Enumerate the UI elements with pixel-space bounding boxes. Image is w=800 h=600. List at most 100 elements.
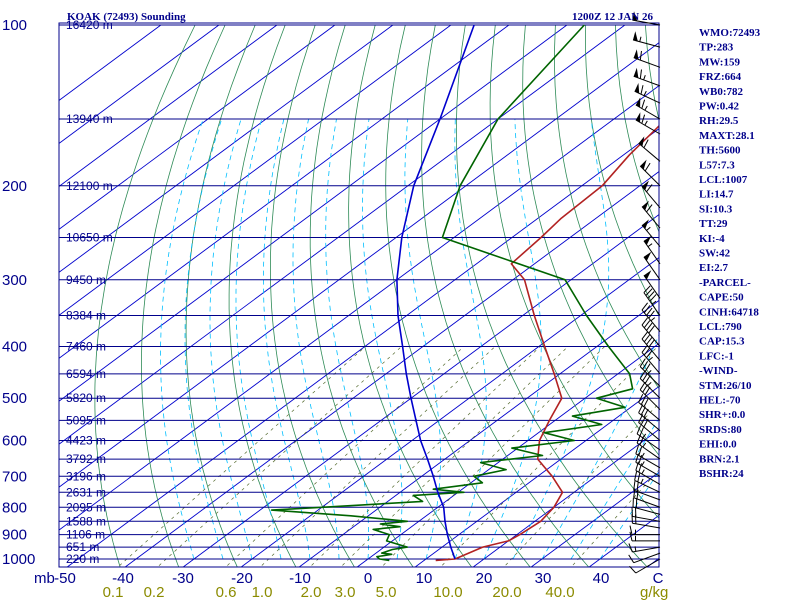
dry-adiabat-line [228,24,297,567]
moist-adiabat-line [235,118,282,560]
mixing-ratio-label: 0.2 [144,584,165,600]
wind-barb-pennant [642,219,649,229]
wind-barb [641,317,661,347]
wind-barb [634,471,661,493]
height-label: 8384 m [66,309,106,323]
dry-adiabat-line [309,24,414,567]
wind-barb-full [636,482,639,492]
wind-barb-half [648,356,653,361]
wind-barb [639,159,661,187]
wind-barb-pennant [635,112,641,123]
wind-barb-full [639,69,642,79]
wind-barb-full [639,358,646,367]
wind-barb-staff [639,378,661,399]
sounding-time: 1200Z 12 JAN 26 [572,11,653,23]
wind-barb [635,112,661,135]
isotherm-line [59,24,336,230]
mixing-ratio-label: 2.0 [301,584,322,600]
wind-barb-staff [643,240,661,265]
wind-barb-full [639,50,642,61]
sounding-index: TH:5600 [699,145,741,157]
mixing-ratio-label: 5.0 [376,584,397,600]
wind-barb-full [634,471,638,481]
wind-barb-full [646,322,653,331]
sounding-index: PW:0.42 [699,101,740,113]
sounding-index: HEL:-70 [699,395,741,407]
temperature-tick-label: -40 [112,570,134,587]
mixing-ratio-unit-label: g/kg [640,584,668,600]
wind-barb-staff [641,206,661,229]
wind-barb [628,543,661,553]
dry-adiabat-line [554,24,659,390]
wind-barb-full [641,302,648,311]
wind-barb [631,507,661,522]
wind-barb-full [643,334,651,343]
mixing-ratio-line [156,346,402,567]
wind-barb-full [637,472,641,483]
wind-barb-full [642,361,649,370]
height-label: 651 m [66,540,99,554]
mixing-ratio-label: 10.0 [433,584,462,600]
pressure-tick-label: 700 [2,468,27,485]
height-label: 7460 m [66,340,106,354]
mixing-ratio-label: 0.1 [103,584,124,600]
wind-barb [632,11,661,26]
wind-barb-staff [641,338,661,361]
wind-barb [639,370,661,399]
wind-barb-staff [643,256,661,281]
sounding-index: L57:7.3 [699,159,735,171]
wind-barb-full [642,372,649,382]
isotherm-line [356,342,659,567]
wind-barb-staff [635,469,661,485]
wind-barb [632,497,661,515]
wind-barb-full [636,425,642,435]
wind-barb [643,270,661,299]
wind-barb-staff [638,412,661,432]
wind-barb-half [650,317,656,322]
temperature-line [435,124,659,562]
dry-adiabat-line [421,24,590,567]
dry-adiabat-line [140,24,226,567]
isotherm-line [124,171,659,567]
temperature-tick-label: -10 [289,570,311,587]
wind-barb-staff [633,489,661,501]
wind-barb-staff [633,57,661,68]
isotherm-line [530,471,659,567]
moist-adiabat-line [209,118,253,560]
height-label: 12100 m [66,179,113,193]
height-label: 5095 m [66,413,106,427]
wind-barb [629,531,661,542]
mixing-ratio-line [440,346,658,567]
temperature-tick-label: 40 [593,570,610,587]
wind-barb-staff [641,309,661,332]
sounding-index: CAPE:50 [699,292,744,304]
sounding-index: CINH:64718 [699,306,759,318]
wind-barb-full [639,370,646,379]
wind-barb-half [644,120,648,126]
mixing-ratio-line [340,346,569,567]
wind-barb-pennant [633,49,639,60]
wind-barb-half [646,226,651,231]
height-label: 5820 m [66,391,106,405]
wind-barb-half [647,243,653,248]
wind-barb-pennant [635,97,641,108]
wind-barb [638,136,661,162]
mixing-ratio-label: 1.0 [252,584,273,600]
height-label: 1106 m [66,528,105,542]
wind-barb-staff [643,292,661,316]
wind-barb [633,67,661,87]
temperature-tick-label: -50 [54,570,76,587]
wind-barb [641,180,661,209]
dry-adiabat-line [270,24,355,567]
sounding-index: STM:26/10 [699,380,752,392]
wind-barb-staff [639,366,661,387]
sounding-index: SW:42 [699,248,731,260]
height-label: 2631 m [66,485,106,499]
wind-barb-staff [638,402,661,421]
wind-barb-full [635,444,639,454]
height-label: 2095 m [66,500,106,514]
dewpoint-line [270,24,634,562]
wind-barb-pennant [634,83,640,94]
temperature-tick-label: -30 [172,570,194,587]
height-label: 9450 m [66,273,106,287]
